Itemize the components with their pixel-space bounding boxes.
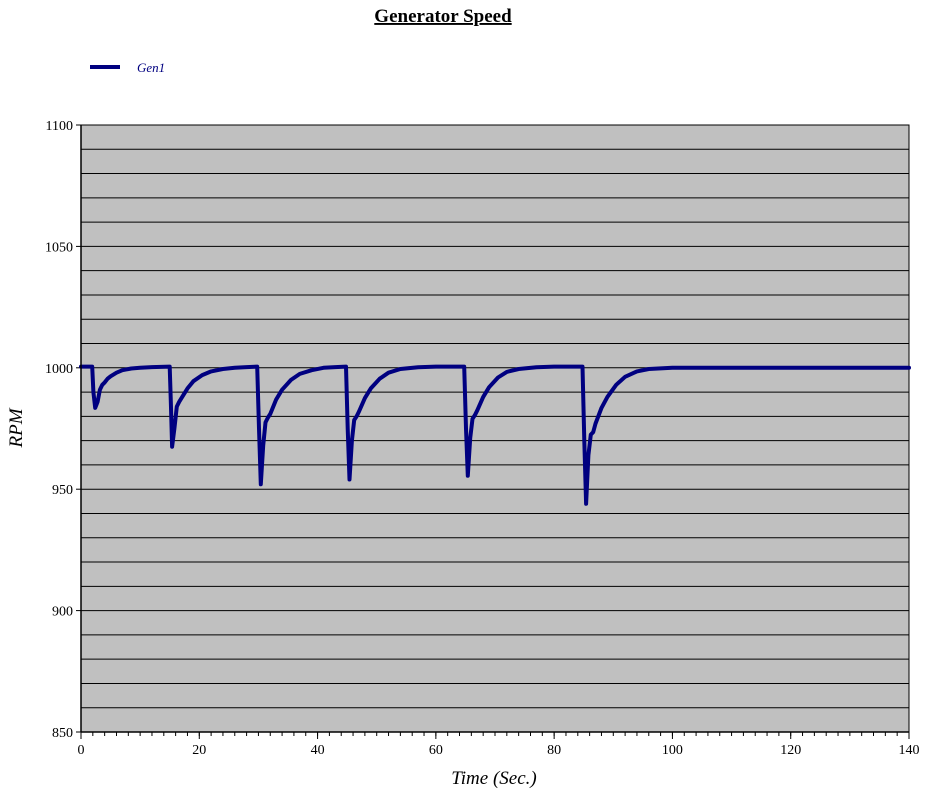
y-axis-ticks: 850 900 950 1000 1050 1100 (45, 119, 81, 741)
x-axis-title: Time (Sec.) (451, 768, 536, 789)
y-tick-label: 950 (52, 483, 73, 498)
x-tick-label: 100 (662, 743, 683, 758)
series-line-gen1 (79, 364, 911, 506)
x-tick-label: 120 (780, 743, 801, 758)
y-tick-label: 900 (52, 605, 73, 620)
x-axis-ticks: 0 20 40 60 80 100 120 140 (78, 732, 920, 758)
legend: Gen1 (90, 60, 165, 75)
y-axis-title: RPM (6, 407, 27, 448)
x-tick-label: 40 (311, 743, 325, 758)
legend-label-gen1: Gen1 (137, 60, 165, 75)
x-tick-label: 20 (192, 743, 206, 758)
grid-lines (81, 124, 909, 709)
x-tick-label: 80 (547, 743, 561, 758)
x-tick-label: 0 (78, 743, 85, 758)
x-tick-label: 140 (899, 743, 920, 758)
chart-title: Generator Speed (374, 6, 512, 27)
plot-area (80, 124, 910, 733)
y-tick-label: 1100 (46, 119, 73, 134)
x-tick-label: 60 (429, 743, 443, 758)
y-tick-label: 1000 (45, 362, 73, 377)
y-tick-label: 1050 (45, 240, 73, 255)
y-tick-label: 850 (52, 726, 73, 741)
